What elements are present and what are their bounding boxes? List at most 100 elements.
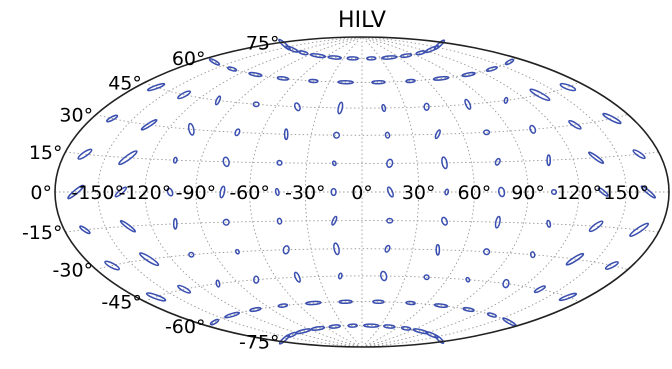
data-ellipse-marker (177, 90, 192, 100)
data-ellipse-marker (293, 102, 301, 112)
data-ellipse-marker (494, 157, 501, 166)
data-ellipse-marker (77, 148, 93, 160)
parallel-line (65, 220, 659, 233)
data-ellipse-marker (432, 75, 450, 81)
chart-title: HILV (338, 8, 386, 33)
data-ellipse-marker (276, 76, 290, 81)
data-ellipse-marker (485, 66, 498, 72)
x-tick-label: 150° (603, 182, 649, 204)
data-ellipse-marker (597, 187, 609, 197)
data-ellipse-marker (79, 225, 91, 235)
data-ellipse-marker (338, 299, 353, 305)
data-ellipse-marker (187, 122, 195, 136)
data-ellipse-marker (283, 128, 289, 141)
data-ellipse-marker (298, 50, 309, 56)
data-ellipse-marker (483, 248, 491, 256)
data-ellipse-marker (285, 45, 299, 53)
data-ellipse-marker (172, 217, 178, 230)
data-ellipse-marker (331, 160, 337, 167)
y-tick-label: -15° (22, 222, 63, 244)
data-ellipse-marker (434, 129, 441, 140)
data-ellipse-marker (629, 222, 650, 237)
data-ellipse-marker (234, 248, 240, 255)
data-ellipse-marker (214, 95, 222, 106)
data-ellipse-marker (346, 56, 359, 61)
data-ellipse-marker (293, 271, 301, 283)
data-ellipse-marker (166, 187, 174, 197)
data-ellipse-marker (559, 82, 577, 92)
data-ellipse-marker (327, 55, 342, 60)
data-ellipse-marker (433, 39, 446, 51)
data-ellipse-marker (483, 129, 491, 136)
data-ellipse-marker (222, 156, 230, 168)
data-ellipse-marker (274, 187, 280, 197)
data-ellipse-marker (188, 251, 195, 258)
y-tick-label: 60° (172, 48, 206, 70)
data-ellipse-marker (433, 303, 449, 309)
data-ellipse-marker (333, 242, 340, 256)
data-ellipse-marker (464, 98, 472, 110)
x-tick-label: -90° (176, 182, 217, 204)
data-ellipse-marker (219, 185, 226, 199)
data-ellipse-marker (565, 252, 585, 266)
data-ellipse-marker (67, 184, 85, 200)
data-ellipse-marker (208, 58, 221, 66)
data-ellipse-marker (465, 276, 471, 283)
data-ellipse-marker (105, 114, 119, 123)
data-ellipse-marker (366, 56, 377, 61)
data-ellipse-marker (502, 278, 510, 289)
data-ellipse-marker (503, 96, 509, 104)
data-ellipse-marker (441, 216, 448, 226)
x-tick-label: 0° (351, 182, 373, 204)
data-ellipse-marker (138, 252, 160, 267)
data-ellipse-marker (146, 82, 166, 92)
x-tick-label: -30° (285, 182, 326, 204)
data-ellipse-marker (504, 58, 515, 66)
data-ellipse-marker (462, 306, 475, 313)
y-tick-label: 0° (30, 182, 52, 204)
data-ellipse-marker (330, 187, 337, 197)
data-ellipse-marker (328, 324, 341, 329)
data-ellipse-marker (309, 53, 327, 59)
data-ellipse-marker (386, 186, 394, 198)
data-ellipse-marker (405, 78, 416, 84)
data-ellipse-marker (588, 151, 605, 164)
data-ellipse-marker (399, 53, 413, 59)
data-ellipse-marker (529, 88, 551, 102)
data-ellipse-marker (140, 119, 158, 131)
data-ellipse-marker (380, 270, 388, 282)
data-ellipse-marker (308, 78, 319, 84)
data-ellipse-marker (546, 219, 552, 228)
x-tick-label: -60° (229, 182, 270, 204)
y-tick-label: 15° (29, 142, 63, 164)
data-ellipse-marker (602, 112, 622, 125)
data-ellipse-marker (209, 318, 220, 326)
data-ellipse-marker (332, 131, 341, 139)
data-ellipse-marker (640, 185, 657, 199)
data-ellipse-marker (372, 299, 385, 305)
data-ellipse-marker (412, 328, 429, 335)
data-ellipse-marker (114, 186, 128, 198)
y-tick-label: 45° (108, 72, 142, 94)
data-ellipse-marker (423, 102, 430, 111)
y-tick-label: -30° (53, 260, 94, 282)
y-tick-label: -75° (239, 332, 280, 354)
data-ellipse-marker (415, 50, 426, 56)
meridian-line (144, 36, 363, 348)
data-ellipse-marker (558, 292, 578, 302)
data-ellipse-marker (252, 101, 260, 108)
data-ellipse-marker (119, 220, 136, 233)
data-ellipse-marker (310, 325, 326, 331)
parallel-line (208, 301, 516, 327)
data-ellipse-marker (405, 300, 416, 306)
data-ellipse-marker (486, 312, 497, 318)
parallel-line (208, 57, 516, 83)
x-tick-label: 90° (511, 182, 545, 204)
data-ellipse-marker (502, 317, 517, 327)
data-ellipse-marker (347, 323, 358, 328)
data-ellipse-marker (568, 119, 582, 130)
data-ellipse-marker (234, 128, 241, 137)
y-tick-label: 75° (246, 32, 280, 54)
data-ellipse-marker (371, 79, 386, 85)
